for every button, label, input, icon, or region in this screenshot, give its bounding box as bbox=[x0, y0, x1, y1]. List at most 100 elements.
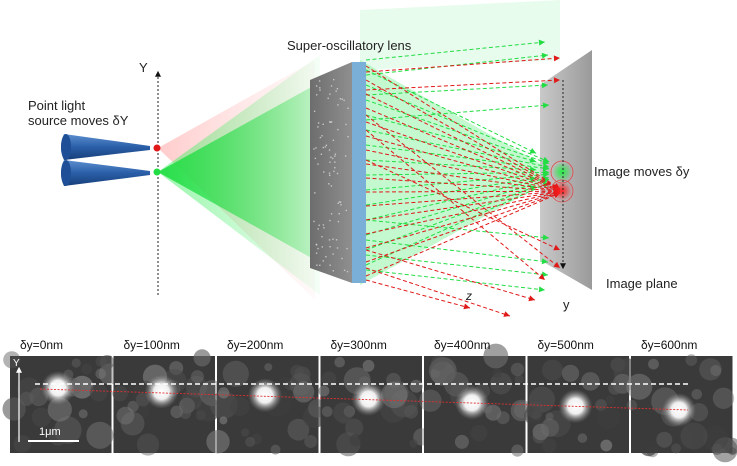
panel-label: δy=0nm bbox=[20, 338, 63, 352]
noise-blob bbox=[185, 375, 208, 398]
noise-blob bbox=[671, 443, 681, 454]
lens-dot bbox=[322, 224, 325, 226]
lens-dot bbox=[330, 121, 333, 123]
noise-blob bbox=[685, 354, 698, 366]
lens-dot bbox=[334, 155, 336, 157]
noise-blob bbox=[626, 399, 638, 411]
focal-spot bbox=[144, 374, 179, 409]
green-ray-arrowhead bbox=[542, 102, 549, 109]
lens-dot bbox=[343, 99, 345, 102]
noise-blob bbox=[230, 396, 250, 417]
noise-blob bbox=[542, 359, 563, 381]
noise-blob bbox=[95, 368, 106, 380]
noise-blob bbox=[668, 425, 693, 451]
green-output-fan bbox=[360, 60, 560, 285]
noise-blob bbox=[321, 371, 337, 387]
noise-blob bbox=[333, 402, 354, 423]
red-point-source bbox=[153, 144, 161, 152]
green-ray-arrowhead bbox=[542, 165, 550, 172]
red-ray-arrowhead bbox=[553, 261, 560, 268]
noise-blob bbox=[510, 362, 525, 377]
lens-dot bbox=[322, 123, 324, 125]
image-panel: δy=200nm bbox=[206, 338, 327, 455]
noise-blob bbox=[648, 358, 659, 370]
red-ray bbox=[365, 191, 561, 249]
noise-blob bbox=[294, 366, 311, 383]
green-ray bbox=[365, 144, 550, 170]
lens-dot bbox=[316, 94, 318, 96]
lens-label: Super-oscillatory lens bbox=[287, 38, 412, 53]
noise-blob bbox=[219, 416, 228, 425]
noise-blob bbox=[112, 385, 128, 402]
green-ray-arrowhead bbox=[538, 39, 545, 46]
lens-dot bbox=[319, 87, 321, 89]
red-ray bbox=[365, 249, 536, 301]
noise-blob bbox=[680, 422, 708, 450]
noise-blob bbox=[193, 349, 211, 367]
green-ray bbox=[365, 239, 549, 263]
noise-blob bbox=[195, 410, 206, 421]
red-ray bbox=[365, 121, 561, 191]
image-panel: δy=600nm bbox=[626, 338, 737, 463]
green-ray bbox=[365, 84, 549, 96]
z-axis-label: z bbox=[465, 289, 472, 303]
lens-dot bbox=[334, 153, 337, 155]
noise-blob bbox=[241, 428, 250, 437]
red-ray bbox=[365, 93, 561, 190]
lens-dot bbox=[317, 247, 319, 250]
lens-dot bbox=[344, 155, 347, 157]
lens-dot bbox=[320, 153, 323, 155]
lens-dot bbox=[314, 157, 317, 160]
lens-dot bbox=[345, 123, 347, 126]
green-ray bbox=[365, 159, 537, 171]
lens-dot bbox=[315, 244, 318, 246]
noise-blob bbox=[71, 358, 81, 368]
lens-dot bbox=[337, 202, 339, 204]
noise-blob bbox=[318, 385, 330, 397]
red-ray-arrowhead bbox=[553, 55, 560, 62]
noise-blob bbox=[31, 407, 52, 427]
green-ray-arrowhead bbox=[541, 258, 548, 265]
red-ray-arrowhead bbox=[528, 295, 535, 302]
point-source-cone-lower bbox=[61, 160, 150, 186]
noise-blob bbox=[540, 418, 559, 437]
noise-blob bbox=[597, 405, 621, 429]
noise-blob bbox=[287, 418, 310, 441]
lens-dot bbox=[314, 192, 316, 194]
image-panel: δy=300nm bbox=[318, 338, 431, 457]
green-focus-spot bbox=[552, 162, 572, 182]
lens-dot bbox=[318, 224, 320, 226]
noise-blob bbox=[728, 447, 737, 456]
lens-dot bbox=[335, 90, 337, 92]
green-focus-ring bbox=[550, 160, 574, 184]
lens-dot bbox=[328, 183, 330, 185]
noise-blob bbox=[404, 404, 419, 419]
lens-dot bbox=[346, 270, 349, 273]
lens-dot bbox=[333, 170, 335, 172]
lens-dot bbox=[323, 227, 325, 229]
focal-spot bbox=[248, 378, 282, 413]
noise-blob bbox=[380, 397, 407, 423]
noise-blob bbox=[430, 355, 446, 371]
noise-blob bbox=[545, 412, 554, 421]
noise-blob bbox=[116, 406, 135, 425]
noise-blob bbox=[321, 406, 333, 417]
red-ray bbox=[365, 65, 561, 190]
noise-blob bbox=[206, 430, 230, 454]
green-ray-arrowhead bbox=[541, 271, 548, 278]
lens-dot bbox=[329, 121, 331, 123]
noise-blob bbox=[581, 372, 600, 391]
lens-dot bbox=[341, 98, 343, 100]
lens-dot bbox=[338, 201, 341, 203]
lens-dot bbox=[325, 256, 327, 258]
lens-dot bbox=[321, 246, 323, 248]
noise-blob bbox=[222, 360, 249, 387]
red-ray bbox=[365, 107, 561, 191]
panel-label: δy=500nm bbox=[538, 338, 594, 352]
lens-dot bbox=[321, 135, 323, 137]
panel-label: δy=200nm bbox=[227, 338, 283, 352]
noise-blob bbox=[712, 387, 735, 409]
panel-label: δy=300nm bbox=[331, 338, 387, 352]
lens-dot bbox=[316, 264, 318, 266]
lens-texture bbox=[313, 78, 349, 273]
